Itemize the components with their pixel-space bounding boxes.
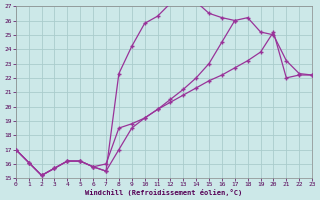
X-axis label: Windchill (Refroidissement éolien,°C): Windchill (Refroidissement éolien,°C) — [85, 189, 243, 196]
